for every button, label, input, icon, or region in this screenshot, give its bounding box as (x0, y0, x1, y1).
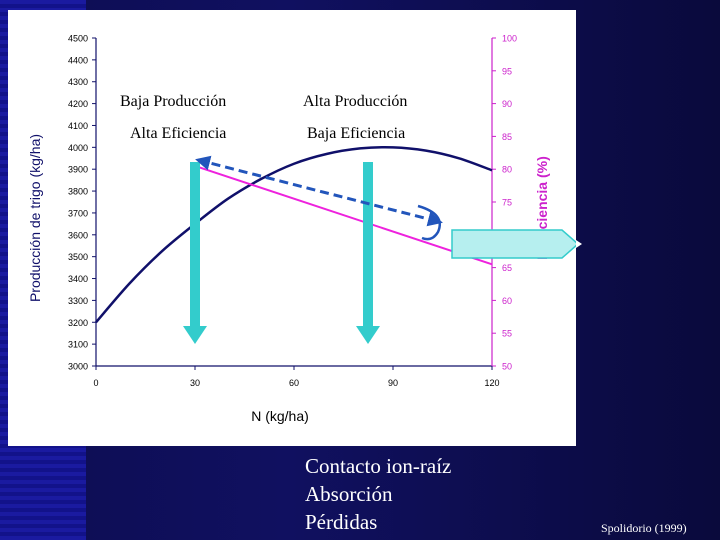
y2-tick-label: 60 (502, 296, 512, 306)
y2-tick-label: 80 (502, 165, 512, 175)
source-citation: Spolidorio (1999) (601, 521, 687, 535)
annotation-alta-produccion: Alta Producción (303, 93, 407, 110)
series-efficiency-line (194, 164, 493, 266)
y2-tick-label: 75 (502, 198, 512, 208)
y-tick-label: 4000 (68, 143, 88, 153)
x-axis-label: N (kg/ha) (251, 408, 309, 424)
x-tick-label: 90 (388, 378, 398, 388)
y2-tick-label: 100 (502, 34, 517, 44)
y2-tick-label: 55 (502, 329, 512, 339)
y2-tick-label: 90 (502, 99, 512, 109)
chart-panel (8, 10, 576, 446)
y-tick-label: 4300 (68, 77, 88, 87)
y-tick-label: 3300 (68, 296, 88, 306)
y-tick-label: 3600 (68, 230, 88, 240)
y-tick-label: 4100 (68, 121, 88, 131)
y-tick-label: 3200 (68, 318, 88, 328)
x-tick-label: 120 (484, 378, 499, 388)
y-tick-label: 4500 (68, 34, 88, 44)
note-contacto: Contacto ion-raíz (305, 454, 452, 478)
y-tick-label: 4200 (68, 99, 88, 109)
note-perdidas: Pérdidas (305, 510, 378, 534)
y-tick-label: 3100 (68, 340, 88, 350)
y-axis-label: Producción de trigo (kg/ha) (27, 134, 43, 302)
y-tick-label: 3400 (68, 274, 88, 284)
annotation-baja-produccion: Baja Producción (120, 93, 226, 110)
teal-block-arrow (451, 229, 582, 259)
annotation-alta-eficiencia: Alta Eficiencia (130, 125, 226, 142)
y2-tick-label: 50 (502, 362, 512, 372)
y2-tick-label: 65 (502, 263, 512, 273)
axes (95, 38, 493, 367)
y-tick-label: 3000 (68, 362, 88, 372)
y2-tick-label: 85 (502, 132, 512, 142)
y-tick-label: 3500 (68, 252, 88, 262)
x-tick-label: 60 (289, 378, 299, 388)
x-tick-label: 30 (190, 378, 200, 388)
teal-arrow-left (183, 162, 207, 344)
y2-tick-label: 95 (502, 66, 512, 76)
teal-arrow-right (356, 162, 380, 344)
y-tick-label: 3800 (68, 187, 88, 197)
notes-list: Contacto ion-raíz Absorción Pérdidas (305, 452, 451, 536)
dashed-double-arrow (195, 155, 443, 241)
annotation-baja-eficiencia: Baja Eficiencia (307, 125, 405, 142)
x-tick-label: 0 (93, 378, 98, 388)
y-tick-label: 3700 (68, 208, 88, 218)
series-production-line (95, 145, 493, 324)
note-absorcion: Absorción (305, 482, 393, 506)
y-tick-label: 4400 (68, 55, 88, 65)
y-tick-label: 3900 (68, 165, 88, 175)
